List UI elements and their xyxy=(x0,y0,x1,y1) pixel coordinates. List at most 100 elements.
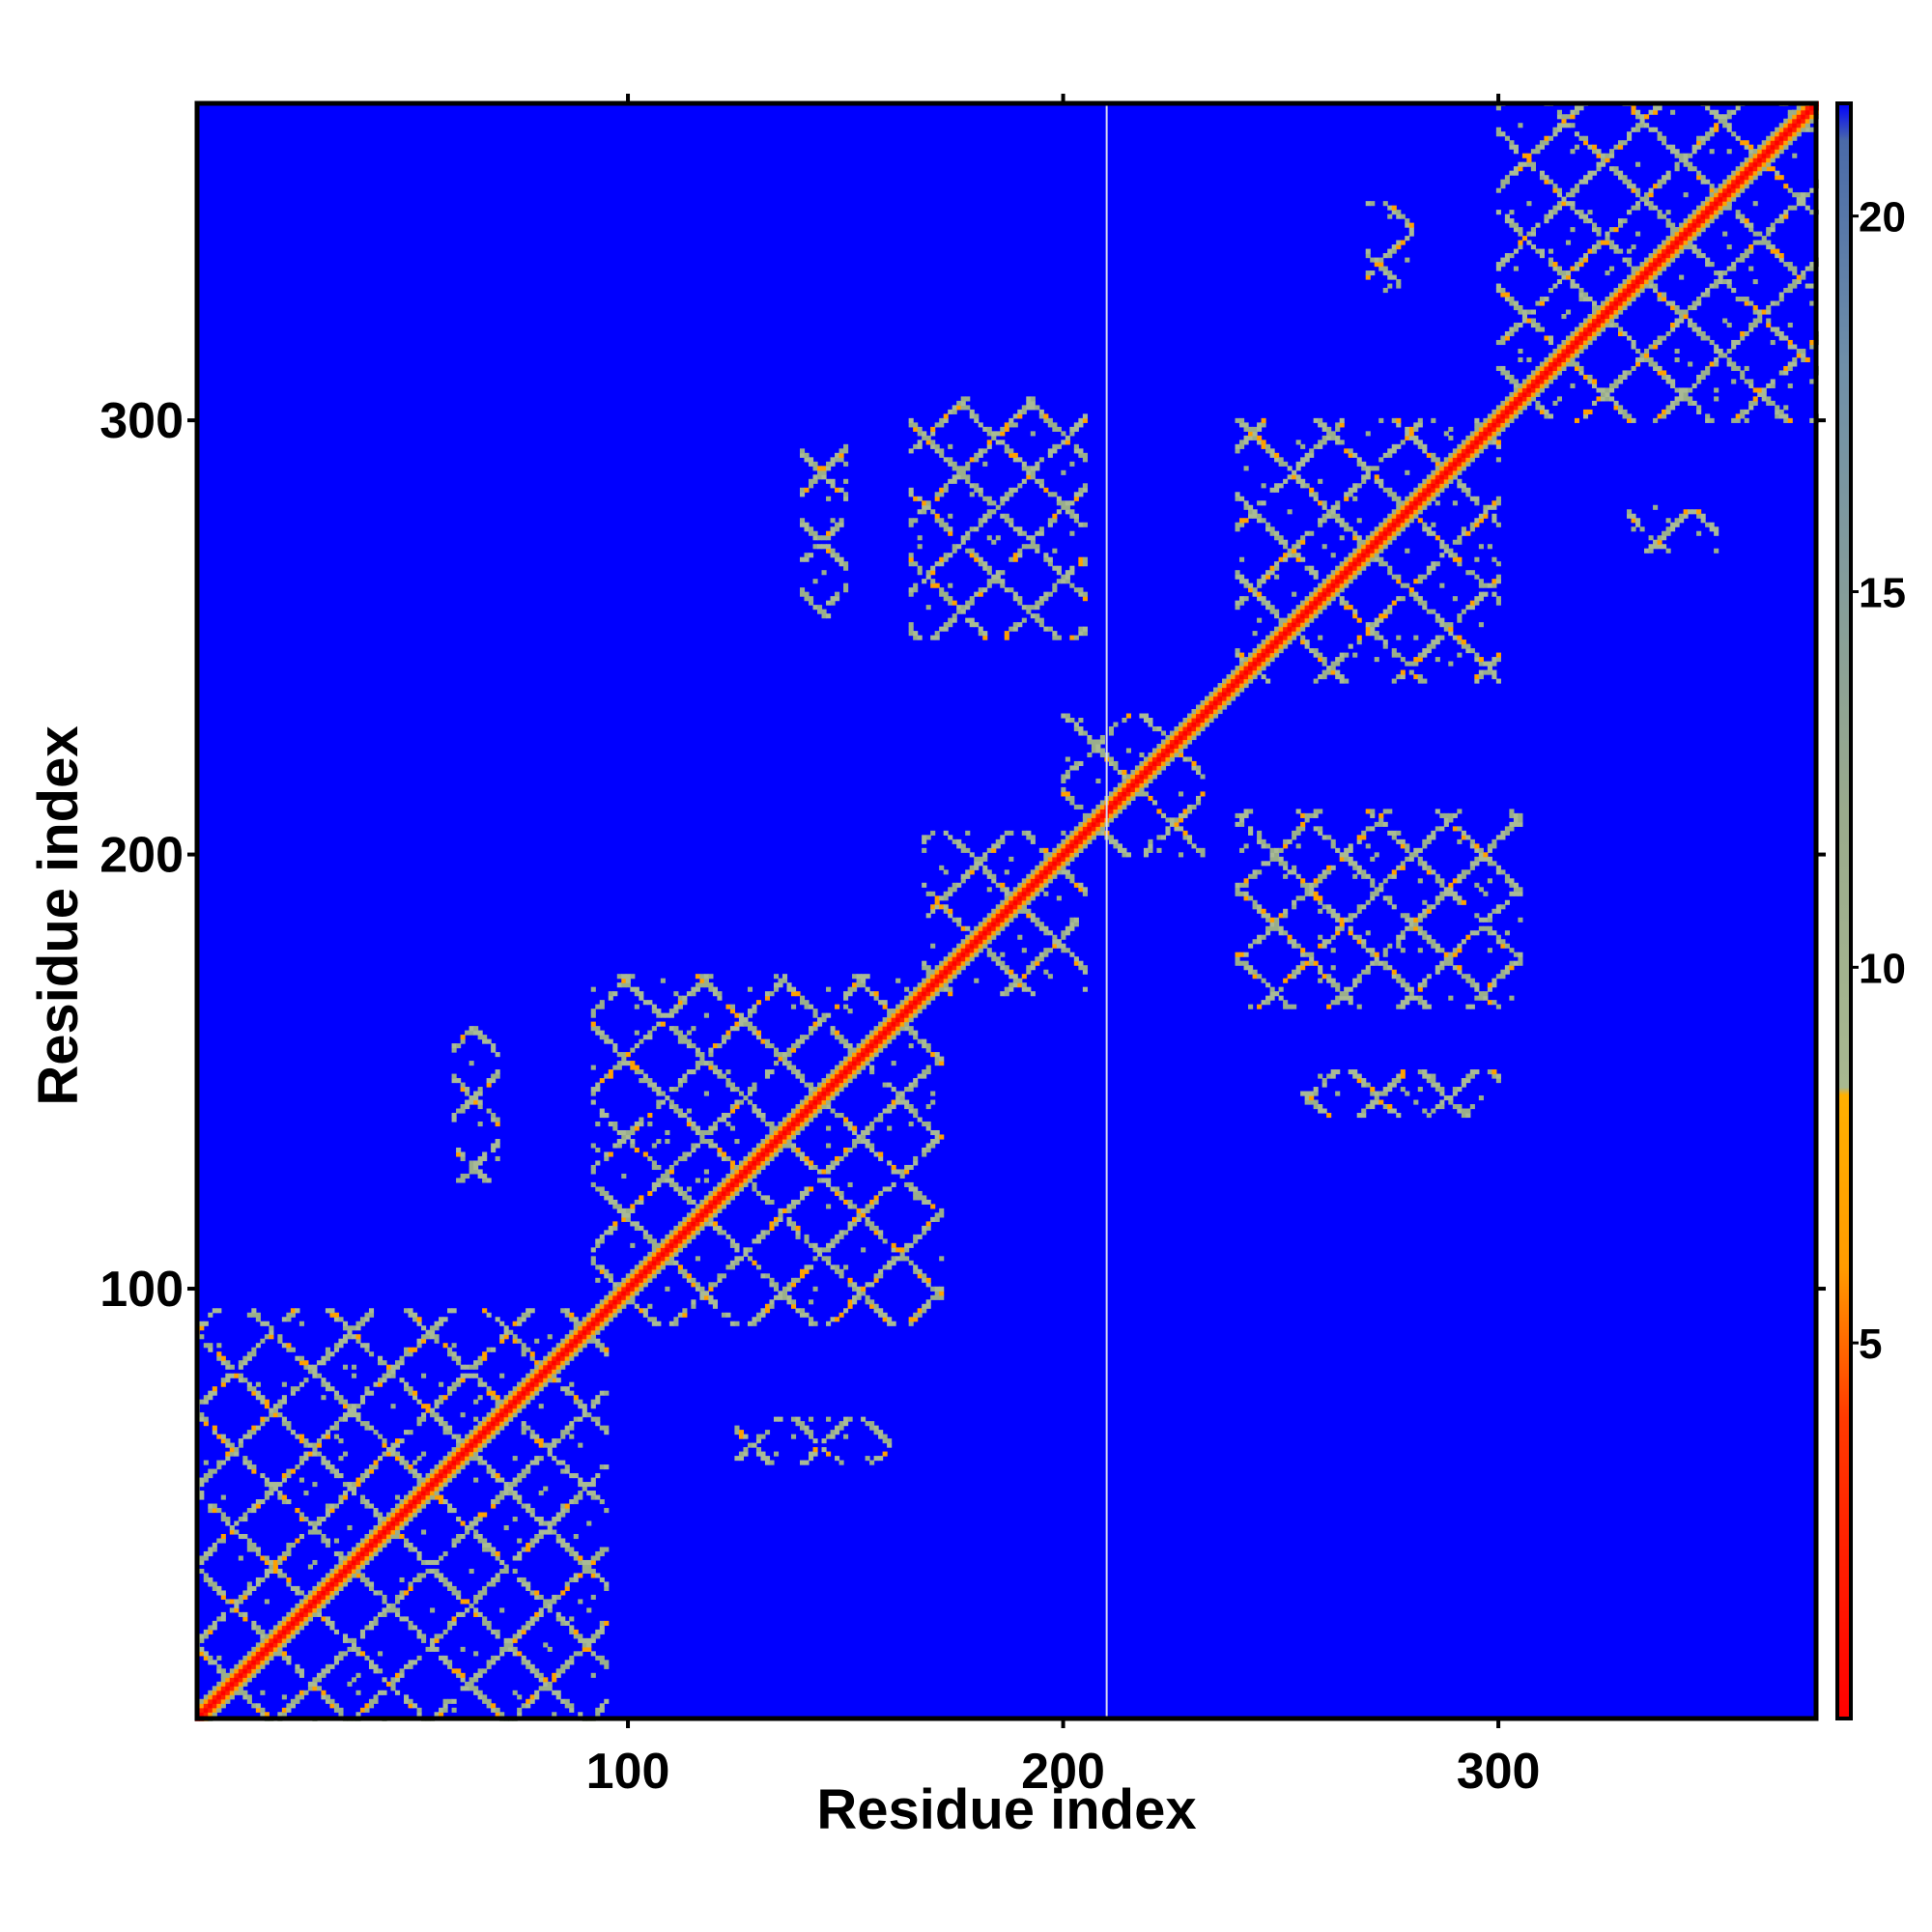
heatmap-cell xyxy=(1274,483,1280,489)
heatmap-cell xyxy=(595,1416,601,1422)
heatmap-cell xyxy=(295,1585,300,1592)
heatmap-cell xyxy=(1535,144,1541,150)
heatmap-cell xyxy=(1513,149,1519,155)
heatmap-cell xyxy=(1122,852,1127,858)
heatmap-cell xyxy=(460,1378,466,1383)
heatmap-cell xyxy=(738,1099,745,1105)
heatmap-cell xyxy=(460,1677,466,1683)
heatmap-cell xyxy=(1679,274,1685,280)
heatmap-cell xyxy=(865,1125,870,1131)
heatmap-cell xyxy=(425,1568,431,1575)
heatmap-cell xyxy=(1431,417,1436,423)
heatmap-cell xyxy=(847,1147,853,1153)
heatmap-cell xyxy=(1500,339,1506,346)
heatmap-cell xyxy=(974,591,980,597)
heatmap-cell xyxy=(1413,661,1419,667)
heatmap-cell xyxy=(734,1026,740,1032)
heatmap-cell xyxy=(534,1360,540,1366)
heatmap-cell xyxy=(465,1599,470,1605)
heatmap-cell xyxy=(1635,201,1641,207)
heatmap-cell xyxy=(1787,288,1793,294)
heatmap-cell xyxy=(555,1538,561,1544)
heatmap-cell xyxy=(1648,205,1654,211)
heatmap-cell xyxy=(1578,292,1584,298)
heatmap-cell xyxy=(917,1038,923,1044)
heatmap-cell xyxy=(887,1009,893,1014)
heatmap-cell xyxy=(612,1225,618,1231)
heatmap-cell xyxy=(586,1642,592,1648)
heatmap-cell xyxy=(925,1065,931,1070)
heatmap-cell xyxy=(1165,826,1171,832)
heatmap-cell xyxy=(647,1303,653,1309)
heatmap-cell xyxy=(1174,817,1179,823)
heatmap-cell xyxy=(1662,374,1667,381)
heatmap-cell xyxy=(586,1568,592,1575)
heatmap-cell xyxy=(677,1312,683,1318)
heatmap-cell xyxy=(1405,469,1410,475)
heatmap-cell xyxy=(251,1625,257,1631)
heatmap-cell xyxy=(625,1212,631,1218)
heatmap-cell xyxy=(830,1242,836,1248)
heatmap-cell xyxy=(590,1573,596,1578)
heatmap-cell xyxy=(1718,279,1723,285)
heatmap-cell xyxy=(1304,530,1310,536)
heatmap-cell xyxy=(956,466,962,471)
heatmap-cell xyxy=(286,1499,292,1505)
heatmap-cell xyxy=(809,1082,814,1088)
heatmap-cell xyxy=(1182,809,1188,814)
heatmap-cell xyxy=(1526,318,1532,324)
heatmap-cell xyxy=(830,1164,836,1171)
heatmap-cell xyxy=(1582,374,1589,381)
heatmap-cell xyxy=(729,1104,736,1110)
heatmap-cell xyxy=(439,1494,444,1500)
heatmap-cell xyxy=(1082,986,1088,992)
heatmap-cell xyxy=(630,1138,636,1145)
heatmap-cell xyxy=(703,1294,709,1300)
heatmap-cell xyxy=(1252,426,1258,432)
heatmap-cell xyxy=(952,461,957,467)
heatmap-cell xyxy=(1257,426,1263,432)
heatmap-cell xyxy=(1295,466,1301,471)
heatmap-cell xyxy=(447,1386,453,1392)
heatmap-cell xyxy=(1165,830,1171,836)
heatmap-cell xyxy=(1478,674,1484,680)
heatmap-cell xyxy=(382,1451,387,1457)
heatmap-cell xyxy=(925,1121,931,1127)
heatmap-cell xyxy=(1278,457,1284,463)
heatmap-cell xyxy=(865,1216,870,1222)
heatmap-cell xyxy=(1396,635,1402,640)
heatmap-cell xyxy=(491,1390,497,1396)
heatmap-cell xyxy=(764,1195,771,1201)
heatmap-cell xyxy=(1696,175,1702,181)
heatmap-cell xyxy=(904,1164,910,1171)
heatmap-cell xyxy=(668,1087,674,1093)
heatmap-cell xyxy=(307,1364,313,1370)
heatmap-cell xyxy=(800,1312,806,1318)
heatmap-cell xyxy=(991,847,997,853)
heatmap-cell xyxy=(538,1520,544,1526)
heatmap-cell xyxy=(477,1668,483,1674)
heatmap-cell xyxy=(1718,118,1723,124)
heatmap-cell xyxy=(1391,648,1397,654)
heatmap-cell xyxy=(1714,348,1719,355)
heatmap-cell xyxy=(882,1108,888,1114)
heatmap-cell xyxy=(1492,500,1497,506)
heatmap-cell xyxy=(804,1186,810,1192)
heatmap-cell xyxy=(246,1355,252,1361)
heatmap-cell xyxy=(543,1599,549,1605)
heatmap-cell xyxy=(1117,769,1122,776)
heatmap-cell xyxy=(382,1690,387,1695)
heatmap-cell xyxy=(651,1164,657,1171)
heatmap-cell xyxy=(521,1629,526,1634)
heatmap-cell xyxy=(1635,231,1641,237)
heatmap-cell xyxy=(1500,335,1506,341)
heatmap-cell xyxy=(242,1616,248,1622)
heatmap-cell xyxy=(1766,383,1772,388)
heatmap-cell xyxy=(225,1364,231,1370)
heatmap-cell xyxy=(856,1294,862,1300)
heatmap-cell xyxy=(599,1000,605,1006)
heatmap-cell xyxy=(595,1082,601,1088)
heatmap-cell xyxy=(1705,131,1711,137)
heatmap-cell xyxy=(1422,648,1428,654)
heatmap-cell xyxy=(1683,192,1689,198)
